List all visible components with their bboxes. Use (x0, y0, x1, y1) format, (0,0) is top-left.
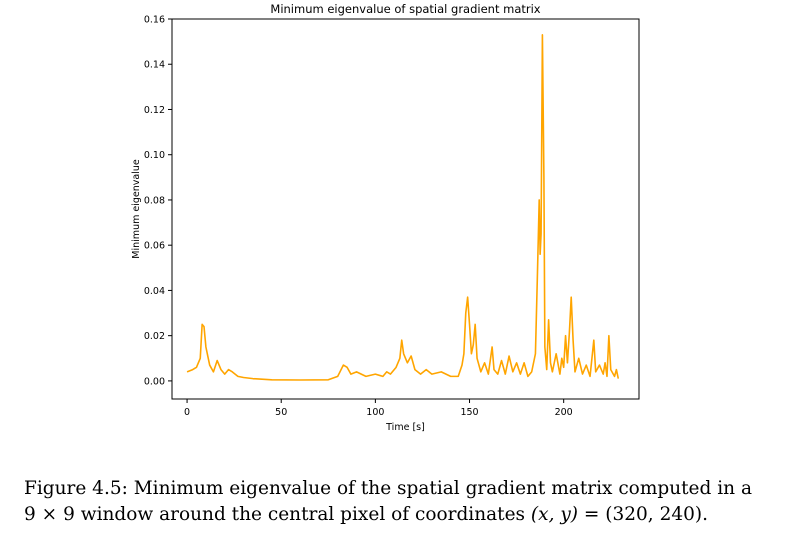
y-tick-label: 0.00 (144, 376, 165, 387)
caption-times-sign: × (41, 504, 58, 525)
caption-coordinates: = (320, 240). (578, 504, 708, 525)
x-axis-label: Time [s] (385, 422, 425, 433)
plot-frame (171, 18, 640, 400)
caption-line-2: 9 × 9 window around the central pixel of… (24, 502, 784, 528)
y-tick-label: 0.06 (144, 241, 165, 252)
caption-text: window around the central pixel of coord… (74, 504, 531, 525)
x-tick-label: 50 (275, 407, 287, 418)
caption-window-width: 9 (24, 504, 36, 525)
y-tick-label: 0.04 (144, 286, 165, 297)
series-line (186, 34, 620, 381)
chart: 0 50 100 150 200 0.00 0.02 0.04 0.06 0.08 0.10 0.1… (131, 2, 640, 433)
x-axis: 0 50 100 150 200 (184, 399, 573, 418)
y-tick-label: 0.16 (144, 15, 165, 26)
x-tick-label: 0 (184, 407, 190, 418)
x-tick-label: 200 (555, 407, 573, 418)
plot-area (171, 18, 640, 400)
caption-window-height: 9 (63, 504, 75, 525)
x-tick-label: 150 (460, 407, 478, 418)
figure-caption: Figure 4.5: Minimum eigenvalue of the sp… (24, 476, 784, 528)
y-axis-label: Minimum eigenvalue (131, 159, 142, 259)
series-layer (186, 34, 620, 381)
y-tick-label: 0.02 (144, 331, 165, 342)
y-tick-label: 0.14 (144, 60, 165, 71)
y-tick-label: 0.08 (144, 195, 165, 206)
x-tick-label: 100 (366, 407, 384, 418)
y-axis: 0.00 0.02 0.04 0.06 0.08 0.10 0.12 0.14 0.16 (144, 15, 172, 387)
y-tick-label: 0.10 (144, 150, 165, 161)
y-tick-label: 0.12 (144, 105, 165, 116)
caption-math: (x, y) (530, 504, 579, 525)
chart-title: Minimum eigenvalue of spatial gradient m… (270, 2, 540, 16)
caption-line-1: Figure 4.5: Minimum eigenvalue of the sp… (24, 478, 752, 499)
